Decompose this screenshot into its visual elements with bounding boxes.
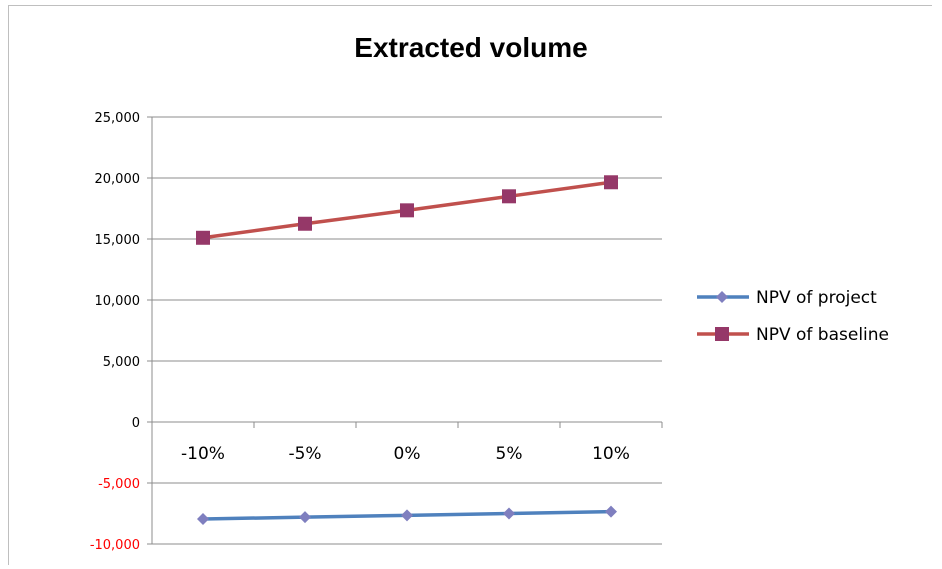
legend: NPV of project NPV of baseline: [697, 288, 889, 345]
legend-label: NPV of project: [756, 288, 877, 308]
series: [196, 175, 618, 525]
data-point: [197, 512, 209, 525]
y-tick-label: 0: [132, 416, 140, 431]
y-tick-label: -10,000: [90, 538, 140, 553]
data-point: [400, 203, 414, 218]
x-tick-label: -10%: [181, 444, 225, 464]
x-tick-label: -5%: [288, 444, 321, 464]
data-point: [503, 507, 515, 520]
gridlines: [152, 116, 662, 545]
x-tick-label: 5%: [496, 444, 523, 464]
y-tick-label: 5,000: [103, 355, 140, 370]
x-tick-label: 10%: [592, 444, 630, 464]
data-point: [605, 505, 617, 518]
data-point: [298, 216, 312, 231]
y-tick-label: 20,000: [95, 172, 141, 187]
legend-label: NPV of baseline: [756, 325, 889, 345]
data-point: [196, 230, 210, 245]
y-tick-label: -5,000: [98, 477, 140, 492]
axes: 25,000 20,000 15,000 10,000 5,000 0 -5,000 -10,…: [90, 111, 663, 553]
y-tick-label: 10,000: [95, 294, 141, 309]
data-point: [604, 175, 618, 190]
data-point: [502, 189, 516, 204]
chart-frame: [8, 5, 932, 565]
legend-marker: [716, 291, 728, 303]
x-tick-label: 0%: [394, 444, 421, 464]
y-tick-label: 15,000: [95, 233, 141, 248]
data-point: [401, 509, 413, 522]
y-tick-label: 25,000: [95, 111, 141, 126]
data-point: [299, 511, 311, 524]
legend-marker: [715, 327, 729, 341]
chart-title: Extracted volume: [354, 32, 588, 63]
